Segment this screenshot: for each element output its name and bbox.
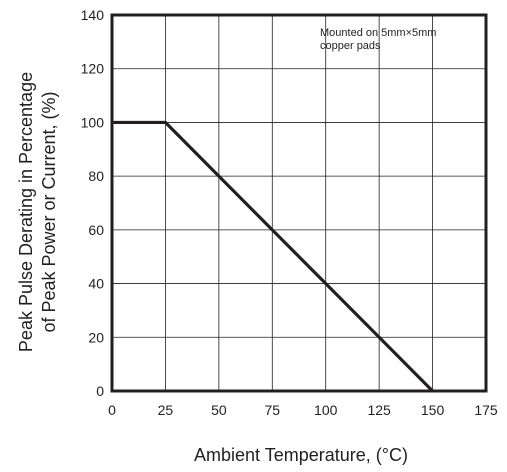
x-tick-label: 0: [108, 402, 116, 418]
y-tick-labels: 0 20 40 60 80 100 120 140: [81, 7, 105, 399]
x-tick-label: 125: [367, 402, 391, 418]
x-tick-label: 175: [474, 402, 498, 418]
x-tick-labels: 0 25 50 75 100 125 150 175: [108, 402, 498, 418]
x-tick-label: 75: [264, 402, 280, 418]
y-tick-label: 80: [88, 168, 104, 184]
x-tick-label: 100: [314, 402, 338, 418]
grid-lines: [112, 15, 486, 391]
annotation-line-1: Mounted on 5mm×5mm: [320, 27, 436, 39]
y-tick-label: 140: [81, 7, 105, 23]
y-tick-label: 60: [88, 222, 104, 238]
x-axis-title: Ambient Temperature, (°C): [194, 445, 408, 465]
x-tick-label: 25: [158, 402, 174, 418]
y-axis-title-line-2: of Peak Power or Current, (%): [39, 91, 59, 332]
plot-frame: [110, 13, 488, 393]
y-axis-title-line-1: Peak Pulse Derating in Percentage: [16, 72, 36, 352]
series-layer: [112, 120, 434, 393]
mounting-annotation: Mounted on 5mm×5mm copper pads: [320, 27, 436, 52]
derating-curve: [112, 120, 434, 393]
y-tick-label: 120: [81, 61, 105, 77]
y-tick-label: 100: [81, 114, 105, 130]
annotation-line-2: copper pads: [320, 40, 381, 52]
x-tick-label: 50: [211, 402, 227, 418]
y-axis-title: Peak Pulse Derating in Percentage of Pea…: [16, 72, 59, 352]
x-tick-label: 150: [421, 402, 445, 418]
y-tick-label: 20: [88, 329, 104, 345]
y-tick-label: 40: [88, 276, 104, 292]
y-tick-label: 0: [96, 383, 104, 399]
